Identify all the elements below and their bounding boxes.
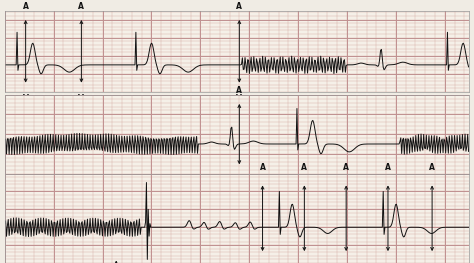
Text: A: A <box>237 86 242 95</box>
Text: A: A <box>429 163 435 172</box>
Text: V: V <box>237 94 242 103</box>
Text: V: V <box>23 94 28 103</box>
Text: A: A <box>385 163 391 172</box>
Text: A: A <box>237 2 242 11</box>
Text: A: A <box>301 163 307 172</box>
Text: A: A <box>343 163 349 172</box>
Text: A: A <box>260 163 265 172</box>
Text: V: V <box>79 94 84 103</box>
Text: A: A <box>79 2 84 11</box>
Text: MONITORING LEAD "aVL": MONITORING LEAD "aVL" <box>293 0 410 1</box>
Text: A: A <box>23 2 28 11</box>
